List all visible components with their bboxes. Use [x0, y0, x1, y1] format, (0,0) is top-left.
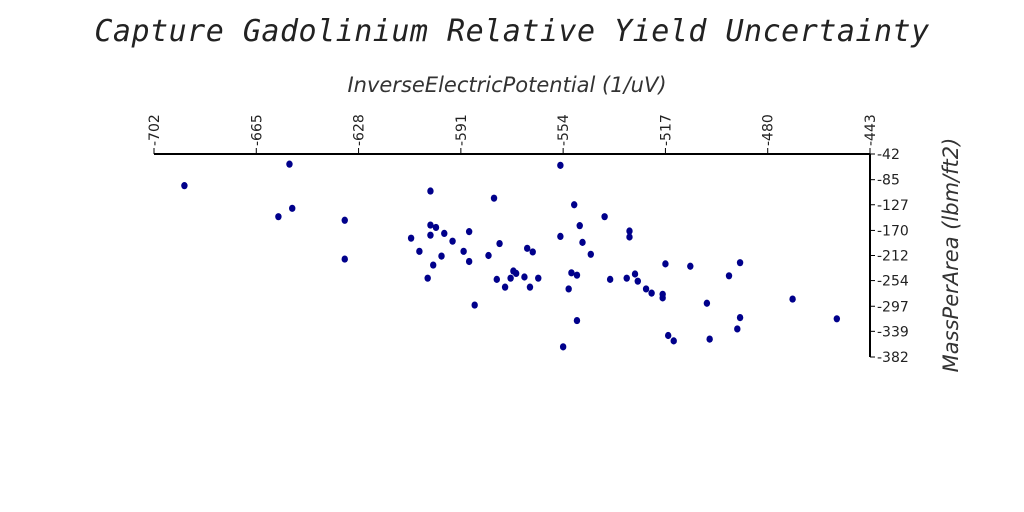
x-tick-label: -628 — [352, 114, 368, 146]
data-point — [460, 247, 467, 255]
data-point — [465, 228, 473, 236]
data-point — [606, 275, 614, 283]
x-tick-label: -443 — [863, 114, 879, 146]
data-point — [789, 295, 796, 303]
data-point — [571, 201, 578, 209]
data-point — [427, 187, 434, 195]
data-point — [430, 261, 437, 269]
y-tick-label: -212 — [877, 249, 909, 265]
data-point — [576, 222, 583, 230]
data-point — [573, 316, 581, 325]
data-point — [725, 272, 733, 280]
y-tick-label: -254 — [877, 274, 909, 290]
data-point — [601, 213, 608, 221]
data-point — [626, 227, 633, 235]
data-point — [670, 337, 677, 345]
data-point — [526, 283, 534, 291]
data-point — [493, 275, 500, 283]
data-point — [736, 259, 744, 267]
data-point — [438, 252, 445, 260]
data-point — [181, 182, 188, 190]
data-point — [587, 250, 594, 258]
axes: -702 -665 -628 -591 -554 -517 -480 -443-42 -85 -1… — [147, 114, 909, 366]
x-tick-label: -702 — [147, 114, 163, 146]
data-point — [535, 274, 542, 282]
data-point — [734, 325, 741, 333]
data-point — [407, 234, 415, 242]
y-tick-label: -339 — [877, 324, 909, 340]
x-tick-label: -554 — [556, 114, 572, 146]
data-point — [449, 237, 456, 245]
data-point — [706, 335, 713, 343]
data-point — [659, 290, 666, 298]
data-point — [557, 232, 564, 240]
data-point — [623, 274, 630, 282]
data-point — [485, 251, 492, 260]
data-point — [833, 315, 841, 323]
data-point — [631, 270, 639, 278]
data-point — [648, 289, 655, 297]
x-tick-label: -591 — [454, 114, 470, 146]
data-point — [427, 231, 434, 239]
data-point — [687, 262, 694, 270]
data-point — [427, 221, 434, 229]
data-point — [642, 285, 650, 293]
x-axis-label: InverseElectricPotential (1/uV) — [347, 73, 666, 97]
data-points — [181, 160, 841, 351]
data-point — [490, 194, 498, 202]
data-point — [501, 283, 509, 291]
y-tick-label: -170 — [877, 223, 909, 239]
y-tick-label: -127 — [877, 198, 909, 214]
data-point — [664, 331, 672, 340]
data-point — [703, 299, 711, 307]
data-point — [507, 274, 514, 282]
data-point — [341, 216, 348, 224]
data-point — [275, 213, 282, 221]
data-point — [626, 233, 633, 241]
data-point — [341, 255, 348, 263]
data-point — [557, 161, 564, 169]
y-tick-label: -85 — [877, 173, 900, 189]
data-point — [662, 260, 669, 268]
data-point — [416, 247, 423, 255]
data-point — [524, 244, 531, 252]
data-point — [471, 301, 478, 309]
data-point — [286, 160, 293, 168]
data-point — [559, 343, 567, 351]
data-point — [424, 274, 431, 282]
data-point — [573, 271, 581, 279]
y-tick-label: -42 — [877, 147, 900, 163]
data-point — [568, 269, 575, 277]
data-point — [289, 204, 296, 212]
data-point — [529, 248, 536, 256]
data-point — [634, 277, 641, 285]
x-tick-label: -480 — [761, 114, 777, 146]
data-point — [565, 285, 572, 293]
data-point — [465, 257, 473, 266]
data-point — [736, 313, 744, 322]
x-tick-label: -665 — [249, 114, 265, 146]
data-point — [432, 223, 440, 232]
data-point — [579, 238, 586, 246]
y-axis-label: MassPerArea (lbm/ft2) — [939, 138, 963, 373]
data-point — [441, 229, 448, 238]
data-point — [521, 273, 528, 281]
chart-title: Capture Gadolinium Relative Yield Uncert… — [94, 14, 930, 49]
data-point — [496, 239, 503, 248]
x-tick-label: -517 — [658, 114, 674, 146]
data-point — [512, 269, 520, 278]
y-tick-label: -297 — [877, 299, 909, 315]
y-tick-label: -382 — [877, 350, 909, 366]
